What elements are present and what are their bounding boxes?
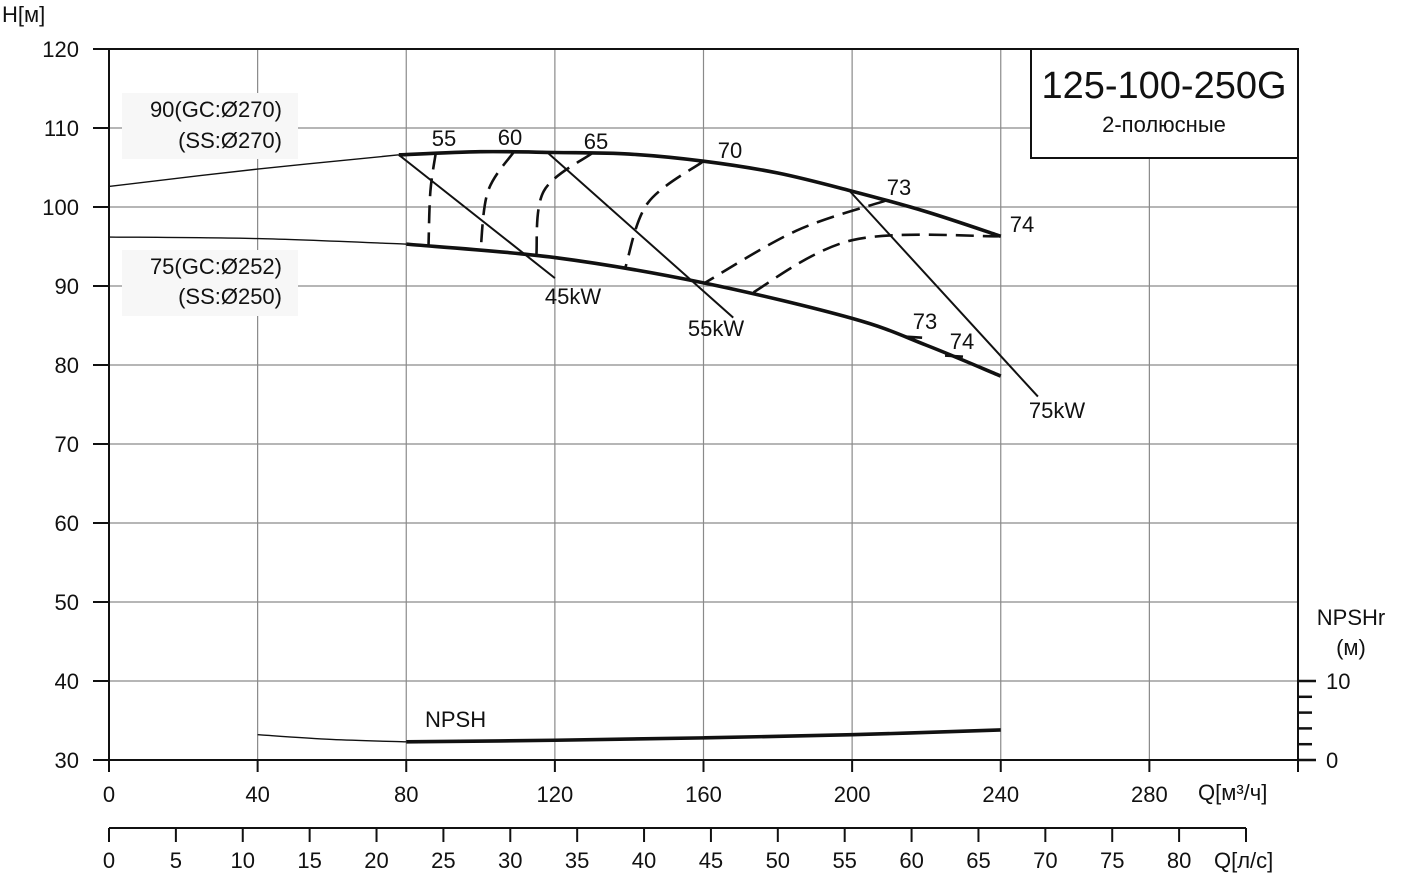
impeller-252-label-line2: (SS:Ø250) [178, 284, 282, 309]
x2-tick-label: 0 [103, 848, 115, 873]
npsh-label: NPSH [425, 707, 486, 732]
chart-subtitle: 2-полюсные [1102, 112, 1226, 137]
x-tick-label: 120 [537, 782, 574, 807]
x2-axis-label: Q[л/с] [1214, 848, 1273, 873]
efficiency-line-73 [702, 199, 886, 285]
grid-lines [109, 49, 1298, 760]
curve-labels: 55 60 65 70 73 74 73 74 45kW 55kW 75kW [432, 125, 1086, 423]
x2-tick-label: 10 [231, 848, 255, 873]
x2-tick-label: 45 [699, 848, 723, 873]
efficiency-line-65 [535, 152, 593, 257]
label-bg-270 [122, 93, 298, 159]
impeller-270-curve-thin [108, 154, 399, 188]
y2-tick-label: 0 [1326, 748, 1338, 773]
x2-tick-label: 15 [297, 848, 321, 873]
efficiency-line-60 [479, 150, 516, 251]
power-label-75kW: 75kW [1029, 398, 1085, 423]
label-bg-252 [122, 250, 298, 316]
y-tick-label: 120 [42, 37, 79, 62]
y-tick-label: 100 [42, 195, 79, 220]
efficiency-line-55 [427, 151, 438, 245]
impeller-252-curve-thin [108, 236, 407, 245]
x2-tick-label: 75 [1100, 848, 1124, 873]
y-axis-label: H[м] [2, 2, 45, 27]
NPSH-curve-thick [406, 728, 1001, 744]
efficiency-label-70: 70 [718, 138, 742, 163]
impeller-252-label-line1: 75(GC:Ø252) [150, 254, 282, 279]
x2-tick-label: 65 [966, 848, 990, 873]
x2-tick-label: 70 [1033, 848, 1057, 873]
x2-tick-label: 30 [498, 848, 522, 873]
y-tick-label: 40 [55, 669, 79, 694]
efficiency-line-74 [944, 354, 972, 359]
x-tick-label: 40 [245, 782, 269, 807]
power-line-45kW [398, 154, 556, 279]
efficiency-label-74: 74 [950, 329, 974, 354]
x2-tick-label: 80 [1167, 848, 1191, 873]
x2-tick-label: 5 [170, 848, 182, 873]
power-line-55kW [546, 151, 734, 319]
efficiency-line-73 [904, 335, 931, 340]
y-tick-label: 110 [44, 116, 79, 141]
efficiency-label-73: 73 [887, 175, 911, 200]
power-label-55kW: 55kW [688, 316, 744, 341]
x-tick-label: 200 [834, 782, 871, 807]
efficiency-line-74 [747, 233, 1001, 297]
x-tick-label: 0 [103, 782, 115, 807]
efficiency-label-55: 55 [432, 126, 456, 151]
impeller-270-label-line2: (SS:Ø270) [178, 128, 282, 153]
x2-tick-label: 55 [832, 848, 856, 873]
y-tick-label: 90 [55, 274, 79, 299]
x-tick-label: 240 [982, 782, 1019, 807]
y-tick-label: 70 [55, 432, 79, 457]
curves [108, 149, 1039, 744]
x-tick-label: 160 [685, 782, 722, 807]
x2-tick-label: 25 [431, 848, 455, 873]
y2-axis-unit: (м) [1336, 635, 1366, 660]
x2-tick-label: 35 [565, 848, 589, 873]
efficiency-label-60: 60 [498, 125, 522, 150]
title-box [1030, 48, 1299, 159]
efficiency-label-73: 73 [913, 309, 937, 334]
x2-tick-label: 40 [632, 848, 656, 873]
y-tick-label: 80 [55, 353, 79, 378]
power-label-45kW: 45kW [545, 284, 601, 309]
x2-tick-label: 60 [899, 848, 923, 873]
x-axis-label: Q[м³/ч] [1198, 780, 1267, 805]
y-tick-label: 50 [55, 590, 79, 615]
x2-tick-label: 20 [364, 848, 388, 873]
impeller-270-label-line1: 90(GC:Ø270) [150, 97, 282, 122]
y2-axis-label: NPSHr [1317, 605, 1385, 630]
y-tick-label: 60 [55, 511, 79, 536]
x2-tick-label: 50 [766, 848, 790, 873]
efficiency-label-74: 74 [1010, 212, 1034, 237]
efficiency-label-65: 65 [584, 129, 608, 154]
NPSH-curve-thin [257, 734, 407, 743]
x-tick-label: 280 [1131, 782, 1168, 807]
chart-title: 125-100-250G [1041, 65, 1286, 107]
impeller-252-curve-thick [406, 242, 1002, 378]
y2-tick-label: 10 [1326, 669, 1350, 694]
efficiency-line-70 [624, 160, 705, 268]
x-tick-label: 80 [394, 782, 418, 807]
power-line-75kW [847, 188, 1039, 398]
y-tick-label: 30 [55, 748, 79, 773]
